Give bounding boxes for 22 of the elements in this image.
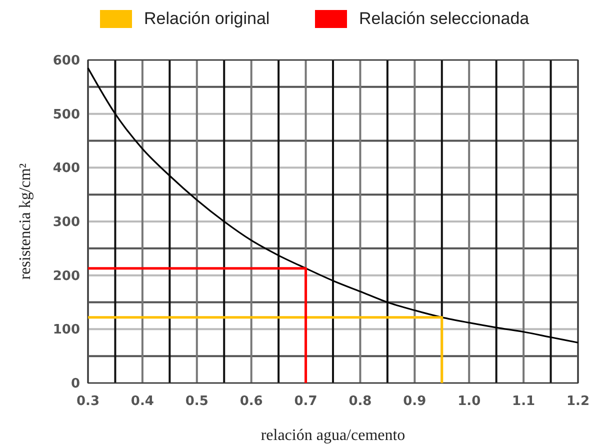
x-tick-label: 0.8 (348, 394, 372, 409)
x-tick-label: 1.1 (512, 394, 536, 409)
x-tick-label: 0.5 (185, 394, 208, 409)
x-tick-label: 0.6 (240, 394, 263, 409)
y-tick-label: 200 (52, 268, 80, 284)
y-tick-label: 0 (70, 376, 80, 392)
x-tick-label: 0.9 (403, 394, 426, 409)
y-tick-label: 500 (52, 107, 80, 122)
legend-label: Relación seleccionada (359, 9, 530, 28)
x-tick-label: 0.7 (294, 394, 318, 409)
x-tick-label: 1.0 (458, 394, 481, 409)
x-tick-label: 1.2 (566, 394, 590, 409)
x-axis-title: relación agua/cemento (260, 427, 406, 444)
y-tick-label: 100 (52, 322, 80, 338)
legend-label: Relación original (144, 9, 270, 28)
y-tick-label: 600 (52, 54, 80, 69)
y-axis-title: resistencia kg/cm² (17, 163, 34, 280)
line-series (87, 67, 579, 344)
x-tick-label: 0.3 (76, 394, 100, 409)
y-tick-label: 400 (52, 161, 80, 176)
y-tick-label: 300 (52, 215, 80, 230)
x-tick-label: 0.4 (130, 394, 154, 409)
